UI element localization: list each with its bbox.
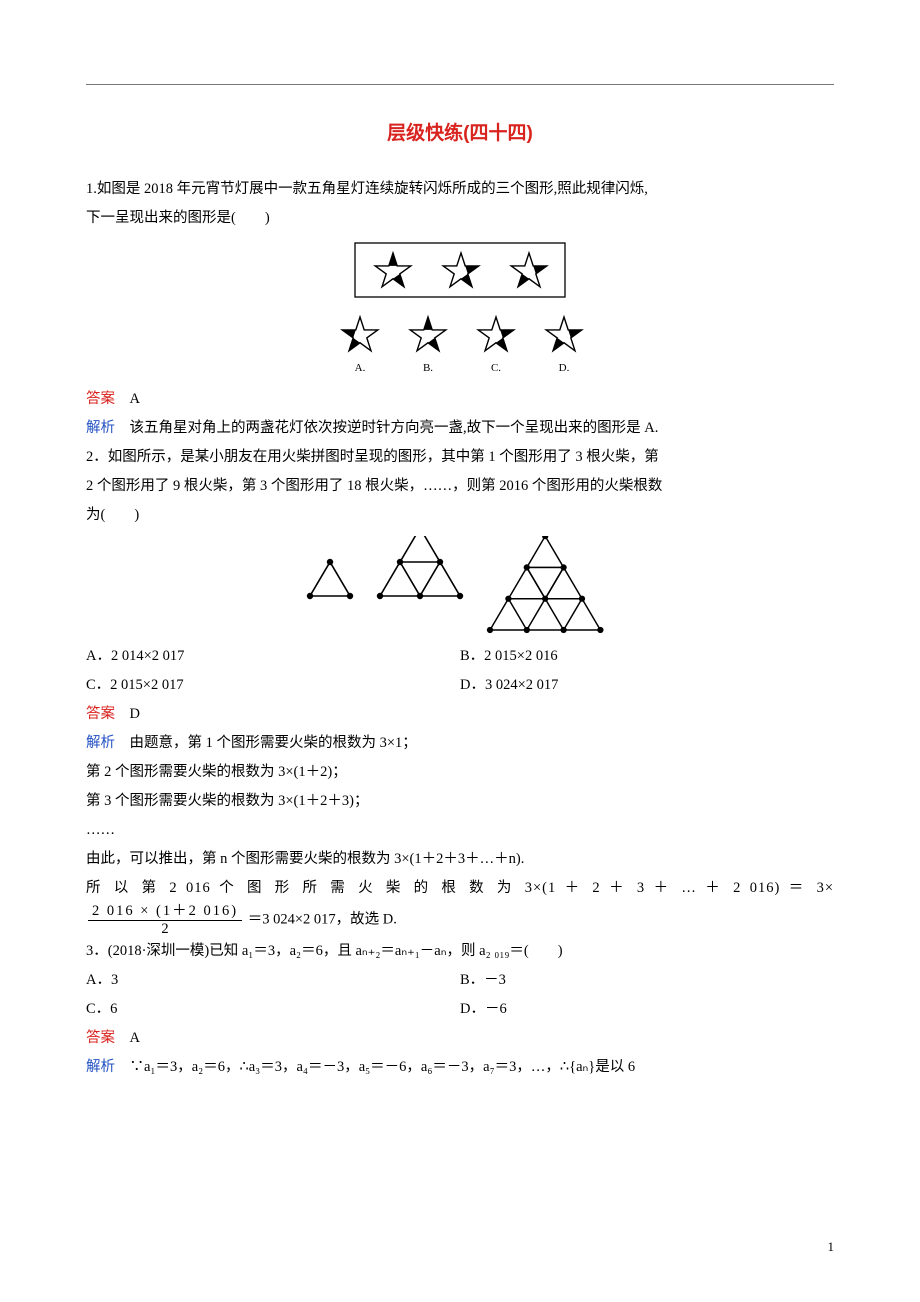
q2-explain-line2: 第 3 个图形需要火柴的根数为 3×(1＋2＋3)； (86, 787, 834, 816)
svg-text:C.: C. (491, 362, 501, 374)
q1-answer-value: A (130, 391, 140, 407)
match-triangle-diagram (280, 536, 640, 636)
q2-explain-frac-line: 2 016 × (1＋2 016) 2 ＝3 024×2 017，故选 D. (86, 903, 834, 937)
q3-opt-c: C．6 (86, 995, 460, 1024)
q2-explain-line3: …… (86, 816, 834, 845)
explain-label: 解析 (86, 735, 115, 751)
q1-answer: 答案 A (86, 385, 834, 414)
explain-label: 解析 (86, 420, 115, 436)
q2-answer: 答案 D (86, 700, 834, 729)
answer-label: 答案 (86, 706, 115, 722)
q1-stem-line2: 下一呈现出来的图形是( ) (86, 204, 834, 233)
q3-answer: 答案 A (86, 1024, 834, 1053)
q2-stem-line3: 为( ) (86, 501, 834, 530)
page-title: 层级快练(四十四) (86, 115, 834, 153)
answer-label: 答案 (86, 1030, 115, 1046)
star-diagram: A. B. C. D. (315, 239, 605, 379)
q3-answer-value: A (130, 1030, 140, 1046)
q2-opt-c: C．2 015×2 017 (86, 671, 460, 700)
q3-explain-text: ∵a₁＝3，a₂＝6，∴a₃＝3，a₄＝－3，a₅＝－6，a₆＝－3，a₇＝3，… (130, 1059, 636, 1075)
q3-opt-b: B．－3 (460, 966, 834, 995)
q2-opt-b: B．2 015×2 016 (460, 642, 834, 671)
q3-opt-d: D．－6 (460, 995, 834, 1024)
q2-explain-line1: 第 2 个图形需要火柴的根数为 3×(1＋2)； (86, 758, 834, 787)
q2-explain-line0: 由题意，第 1 个图形需要火柴的根数为 3×1； (130, 735, 417, 751)
q2-after-frac: ＝3 024×2 017，故选 D. (248, 912, 397, 928)
q1-stem-line1: 1.如图是 2018 年元宵节灯展中一款五角星灯连续旋转闪烁所成的三个图形,照此… (86, 175, 834, 204)
q2-options: A．2 014×2 017 B．2 015×2 016 C．2 015×2 01… (86, 642, 834, 700)
q2-figure (86, 536, 834, 636)
q2-stem-line1: 2．如图所示，是某小朋友在用火柴拼图时呈现的图形，其中第 1 个图形用了 3 根… (86, 443, 834, 472)
frac-den: 2 (88, 921, 242, 938)
svg-text:A.: A. (355, 362, 366, 374)
answer-label: 答案 (86, 391, 115, 407)
q2-explain-line5: 所 以 第 2 016 个 图 形 所 需 火 柴 的 根 数 为 3×(1 ＋… (86, 874, 834, 903)
q1-explain-text: 该五角星对角上的两盏花灯依次按逆时针方向亮一盏,故下一个呈现出来的图形是 A. (130, 420, 659, 436)
q2-explain-1: 解析 由题意，第 1 个图形需要火柴的根数为 3×1； (86, 729, 834, 758)
q2-answer-value: D (130, 706, 140, 722)
q2-stem-line2: 2 个图形用了 9 根火柴，第 3 个图形用了 18 根火柴，……，则第 201… (86, 472, 834, 501)
top-rule (86, 84, 834, 85)
q2-opt-a: A．2 014×2 017 (86, 642, 460, 671)
q2-explain-line4: 由此，可以推出，第 n 个图形需要火柴的根数为 3×(1＋2＋3＋…＋n). (86, 845, 834, 874)
q1-figure: A. B. C. D. (86, 239, 834, 379)
explain-label: 解析 (86, 1059, 115, 1075)
q3-explain: 解析 ∵a₁＝3，a₂＝6，∴a₃＝3，a₄＝－3，a₅＝－6，a₆＝－3，a₇… (86, 1053, 834, 1082)
q3-stem: 3．(2018·深圳一模)已知 a₁＝3，a₂＝6，且 aₙ₊₂＝aₙ₊₁－aₙ… (86, 937, 834, 966)
page-number: 1 (828, 1234, 835, 1260)
q2-opt-d: D．3 024×2 017 (460, 671, 834, 700)
q1-explain: 解析 该五角星对角上的两盏花灯依次按逆时针方向亮一盏,故下一个呈现出来的图形是 … (86, 414, 834, 443)
q3-opt-a: A．3 (86, 966, 460, 995)
q3-options: A．3 B．－3 C．6 D．－6 (86, 966, 834, 1024)
frac-num: 2 016 × (1＋2 016) (88, 903, 242, 921)
svg-text:D.: D. (559, 362, 570, 374)
svg-text:B.: B. (423, 362, 433, 374)
fraction: 2 016 × (1＋2 016) 2 (88, 903, 242, 937)
